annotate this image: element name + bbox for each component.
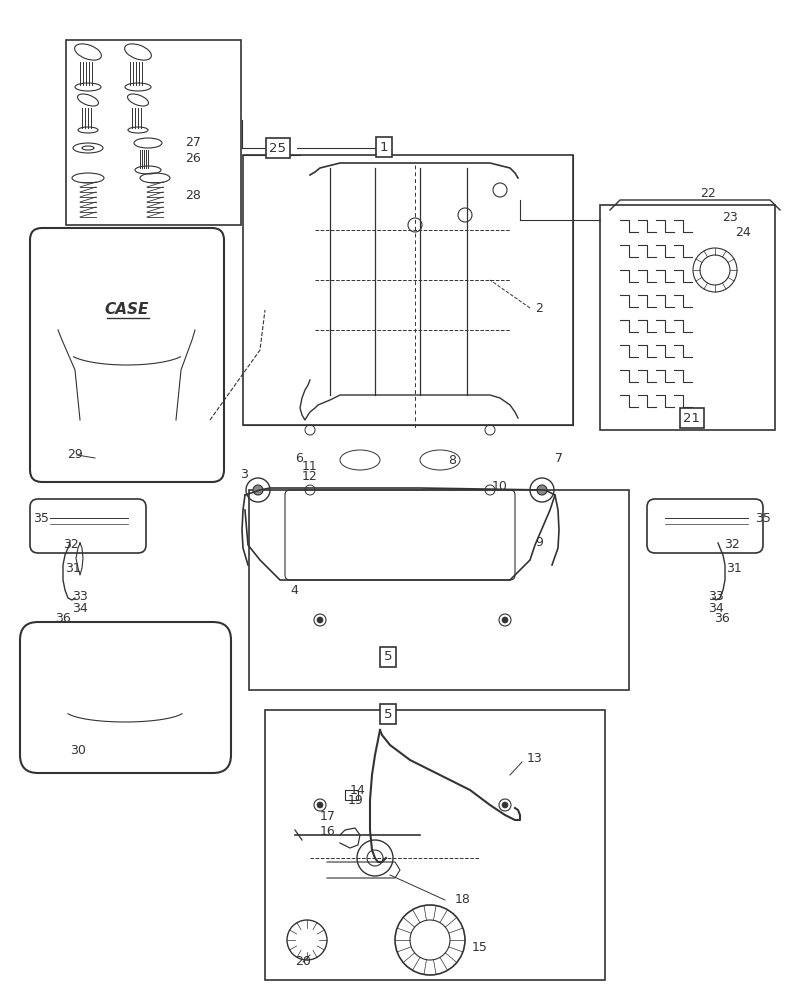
Text: 9: 9 (534, 536, 543, 550)
Text: 31: 31 (725, 562, 740, 574)
Text: 13: 13 (526, 752, 542, 764)
Text: 18: 18 (454, 894, 470, 906)
Text: 22: 22 (699, 187, 714, 200)
Text: 3: 3 (240, 468, 247, 482)
Text: 21: 21 (683, 412, 700, 424)
Text: 5: 5 (384, 708, 392, 720)
Text: 35: 35 (754, 512, 770, 526)
Text: 30: 30 (70, 743, 86, 756)
Text: 32: 32 (723, 538, 739, 552)
Bar (242, 155, 573, 425)
Bar (264, 710, 604, 980)
Text: 33: 33 (72, 590, 88, 603)
Text: 32: 32 (63, 538, 79, 552)
Circle shape (501, 617, 508, 623)
Text: 11: 11 (302, 460, 317, 474)
Bar (599, 205, 774, 430)
Text: 33: 33 (707, 590, 723, 603)
Text: 25: 25 (269, 142, 286, 155)
Text: 36: 36 (55, 611, 71, 624)
Circle shape (253, 485, 263, 495)
Text: 14: 14 (350, 784, 365, 796)
Text: 28: 28 (185, 189, 200, 202)
Text: 7: 7 (554, 452, 562, 464)
Text: 27: 27 (185, 136, 200, 149)
Bar (249, 490, 629, 690)
Text: 24: 24 (734, 226, 750, 239)
Text: 5: 5 (384, 650, 392, 664)
Text: 23: 23 (721, 211, 737, 224)
Text: 8: 8 (448, 454, 456, 466)
Text: 10: 10 (491, 481, 507, 493)
Text: 1: 1 (380, 141, 388, 154)
Text: 26: 26 (185, 152, 200, 165)
Circle shape (501, 802, 508, 808)
Text: 20: 20 (294, 955, 311, 968)
Text: 35: 35 (33, 512, 49, 526)
Text: 15: 15 (471, 941, 487, 954)
Text: 2: 2 (534, 302, 543, 314)
Bar (66, 40, 241, 225)
Text: 6: 6 (294, 452, 303, 464)
Text: 31: 31 (65, 562, 80, 574)
Text: 34: 34 (707, 602, 723, 615)
Circle shape (316, 617, 323, 623)
Text: 4: 4 (290, 584, 298, 596)
Text: 34: 34 (72, 602, 88, 615)
Text: 29: 29 (67, 448, 83, 462)
Circle shape (536, 485, 547, 495)
Text: CASE: CASE (105, 302, 149, 318)
Text: 12: 12 (302, 471, 317, 484)
Text: 17: 17 (320, 810, 336, 823)
Text: 36: 36 (713, 611, 729, 624)
Circle shape (316, 802, 323, 808)
Text: 16: 16 (320, 825, 335, 838)
Text: 19: 19 (348, 793, 363, 806)
